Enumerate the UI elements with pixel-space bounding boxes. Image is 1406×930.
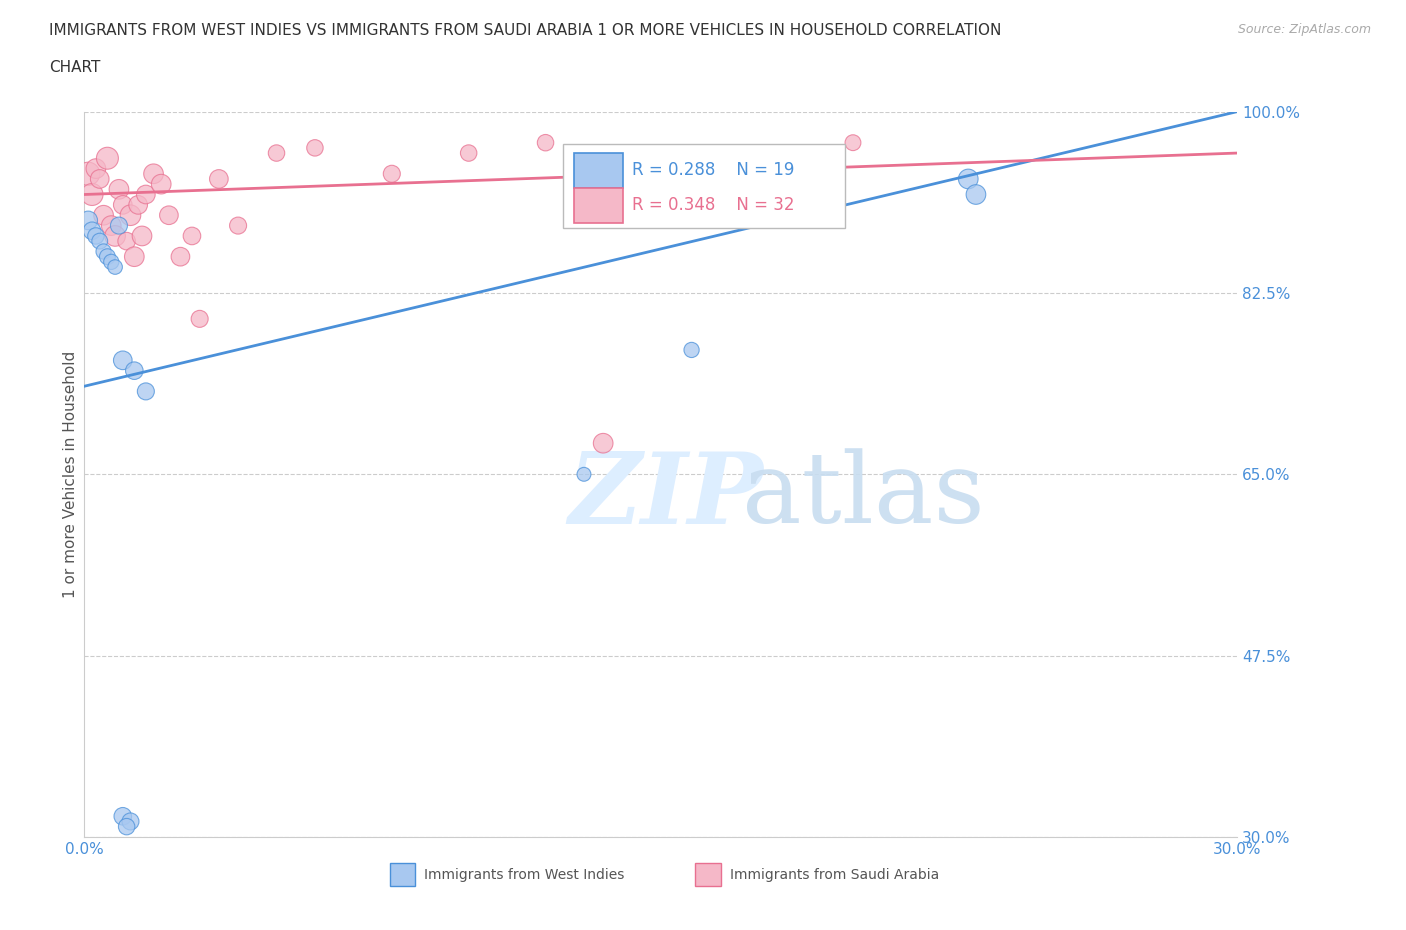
Point [169, 249, 191, 264]
Point [965, 187, 987, 202]
Point [124, 249, 146, 264]
Point [93, 244, 115, 259]
Text: R = 0.348    N = 32: R = 0.348 N = 32 [633, 196, 794, 214]
Point [304, 140, 326, 155]
Point [157, 207, 180, 222]
FancyBboxPatch shape [696, 863, 721, 886]
Point [115, 819, 138, 834]
Point [135, 384, 157, 399]
Point [534, 135, 557, 150]
Point [108, 219, 131, 233]
Text: Source: ZipAtlas.com: Source: ZipAtlas.com [1237, 23, 1371, 36]
Text: Immigrants from West Indies: Immigrants from West Indies [425, 868, 624, 882]
Point [842, 135, 865, 150]
Point [80, 223, 103, 238]
Point [111, 352, 134, 367]
Point [266, 146, 288, 161]
Point [89, 233, 111, 248]
Point [188, 312, 211, 326]
Point [226, 219, 249, 233]
Point [650, 146, 672, 161]
Point [100, 255, 122, 270]
Point [80, 187, 103, 202]
Point [93, 207, 115, 222]
Y-axis label: 1 or more Vehicles in Household: 1 or more Vehicles in Household [63, 351, 77, 598]
Text: IMMIGRANTS FROM WEST INDIES VS IMMIGRANTS FROM SAUDI ARABIA 1 OR MORE VEHICLES I: IMMIGRANTS FROM WEST INDIES VS IMMIGRANT… [49, 23, 1001, 38]
Point [96, 249, 118, 264]
Point [115, 233, 138, 248]
Point [104, 259, 127, 274]
Point [381, 166, 404, 181]
Point [77, 166, 100, 181]
Point [124, 364, 146, 379]
Text: ZIP: ZIP [568, 448, 763, 544]
Point [131, 229, 153, 244]
FancyBboxPatch shape [575, 153, 623, 188]
Text: R = 0.288    N = 19: R = 0.288 N = 19 [633, 162, 794, 179]
Point [100, 219, 122, 233]
Point [84, 161, 107, 176]
Point [457, 146, 479, 161]
Point [120, 814, 142, 829]
Point [135, 187, 157, 202]
Point [142, 166, 165, 181]
Point [89, 171, 111, 186]
Point [572, 467, 595, 482]
Point [108, 182, 131, 197]
Text: atlas: atlas [741, 448, 984, 544]
FancyBboxPatch shape [389, 863, 415, 886]
FancyBboxPatch shape [575, 188, 623, 222]
Point [681, 342, 703, 357]
FancyBboxPatch shape [562, 144, 845, 228]
Point [181, 229, 204, 244]
Point [150, 177, 173, 192]
Point [104, 229, 127, 244]
Point [84, 229, 107, 244]
Text: CHART: CHART [49, 60, 101, 75]
Point [111, 197, 134, 212]
Point [120, 207, 142, 222]
Text: Immigrants from Saudi Arabia: Immigrants from Saudi Arabia [730, 868, 939, 882]
Point [208, 171, 231, 186]
Point [77, 213, 100, 228]
Point [127, 197, 149, 212]
Point [111, 809, 134, 824]
Point [957, 171, 980, 186]
Point [592, 436, 614, 451]
Point [96, 151, 118, 166]
